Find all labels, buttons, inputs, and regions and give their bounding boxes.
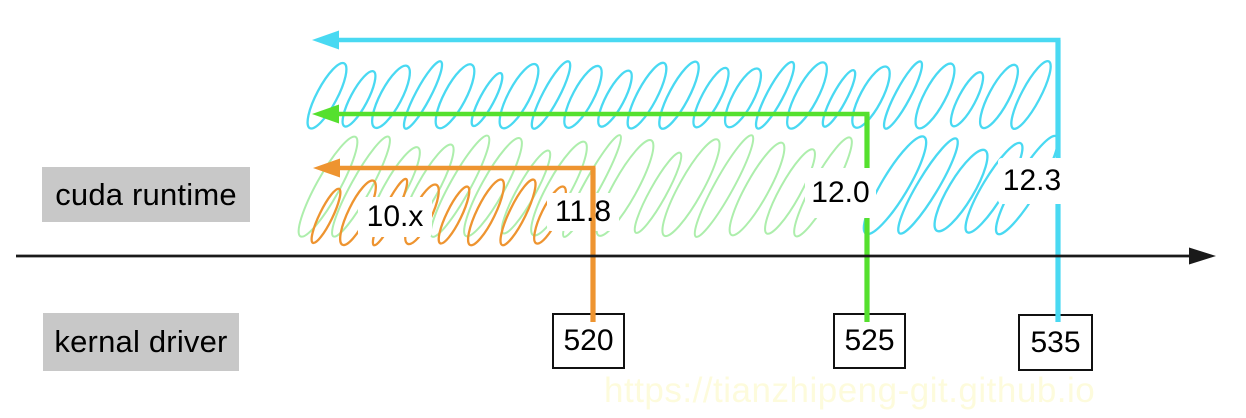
driver-version-box-535: 535	[1018, 314, 1093, 371]
cuda-runtime-axis-label: cuda runtime	[42, 167, 250, 222]
runtime-version-label-123: 12.3	[1002, 164, 1062, 197]
driver-version-box-520: 520	[552, 313, 625, 369]
driver-version-box-525: 525	[833, 313, 906, 369]
runtime-version-label-118: 11.8	[554, 195, 612, 228]
watermark-url: https://tianzhipeng-git.github.io	[604, 371, 1096, 410]
kernal-driver-axis-label: kernal driver	[43, 313, 239, 371]
runtime-version-label-120: 12.0	[811, 176, 870, 209]
runtime-version-label-10x: 10.x	[366, 200, 424, 233]
